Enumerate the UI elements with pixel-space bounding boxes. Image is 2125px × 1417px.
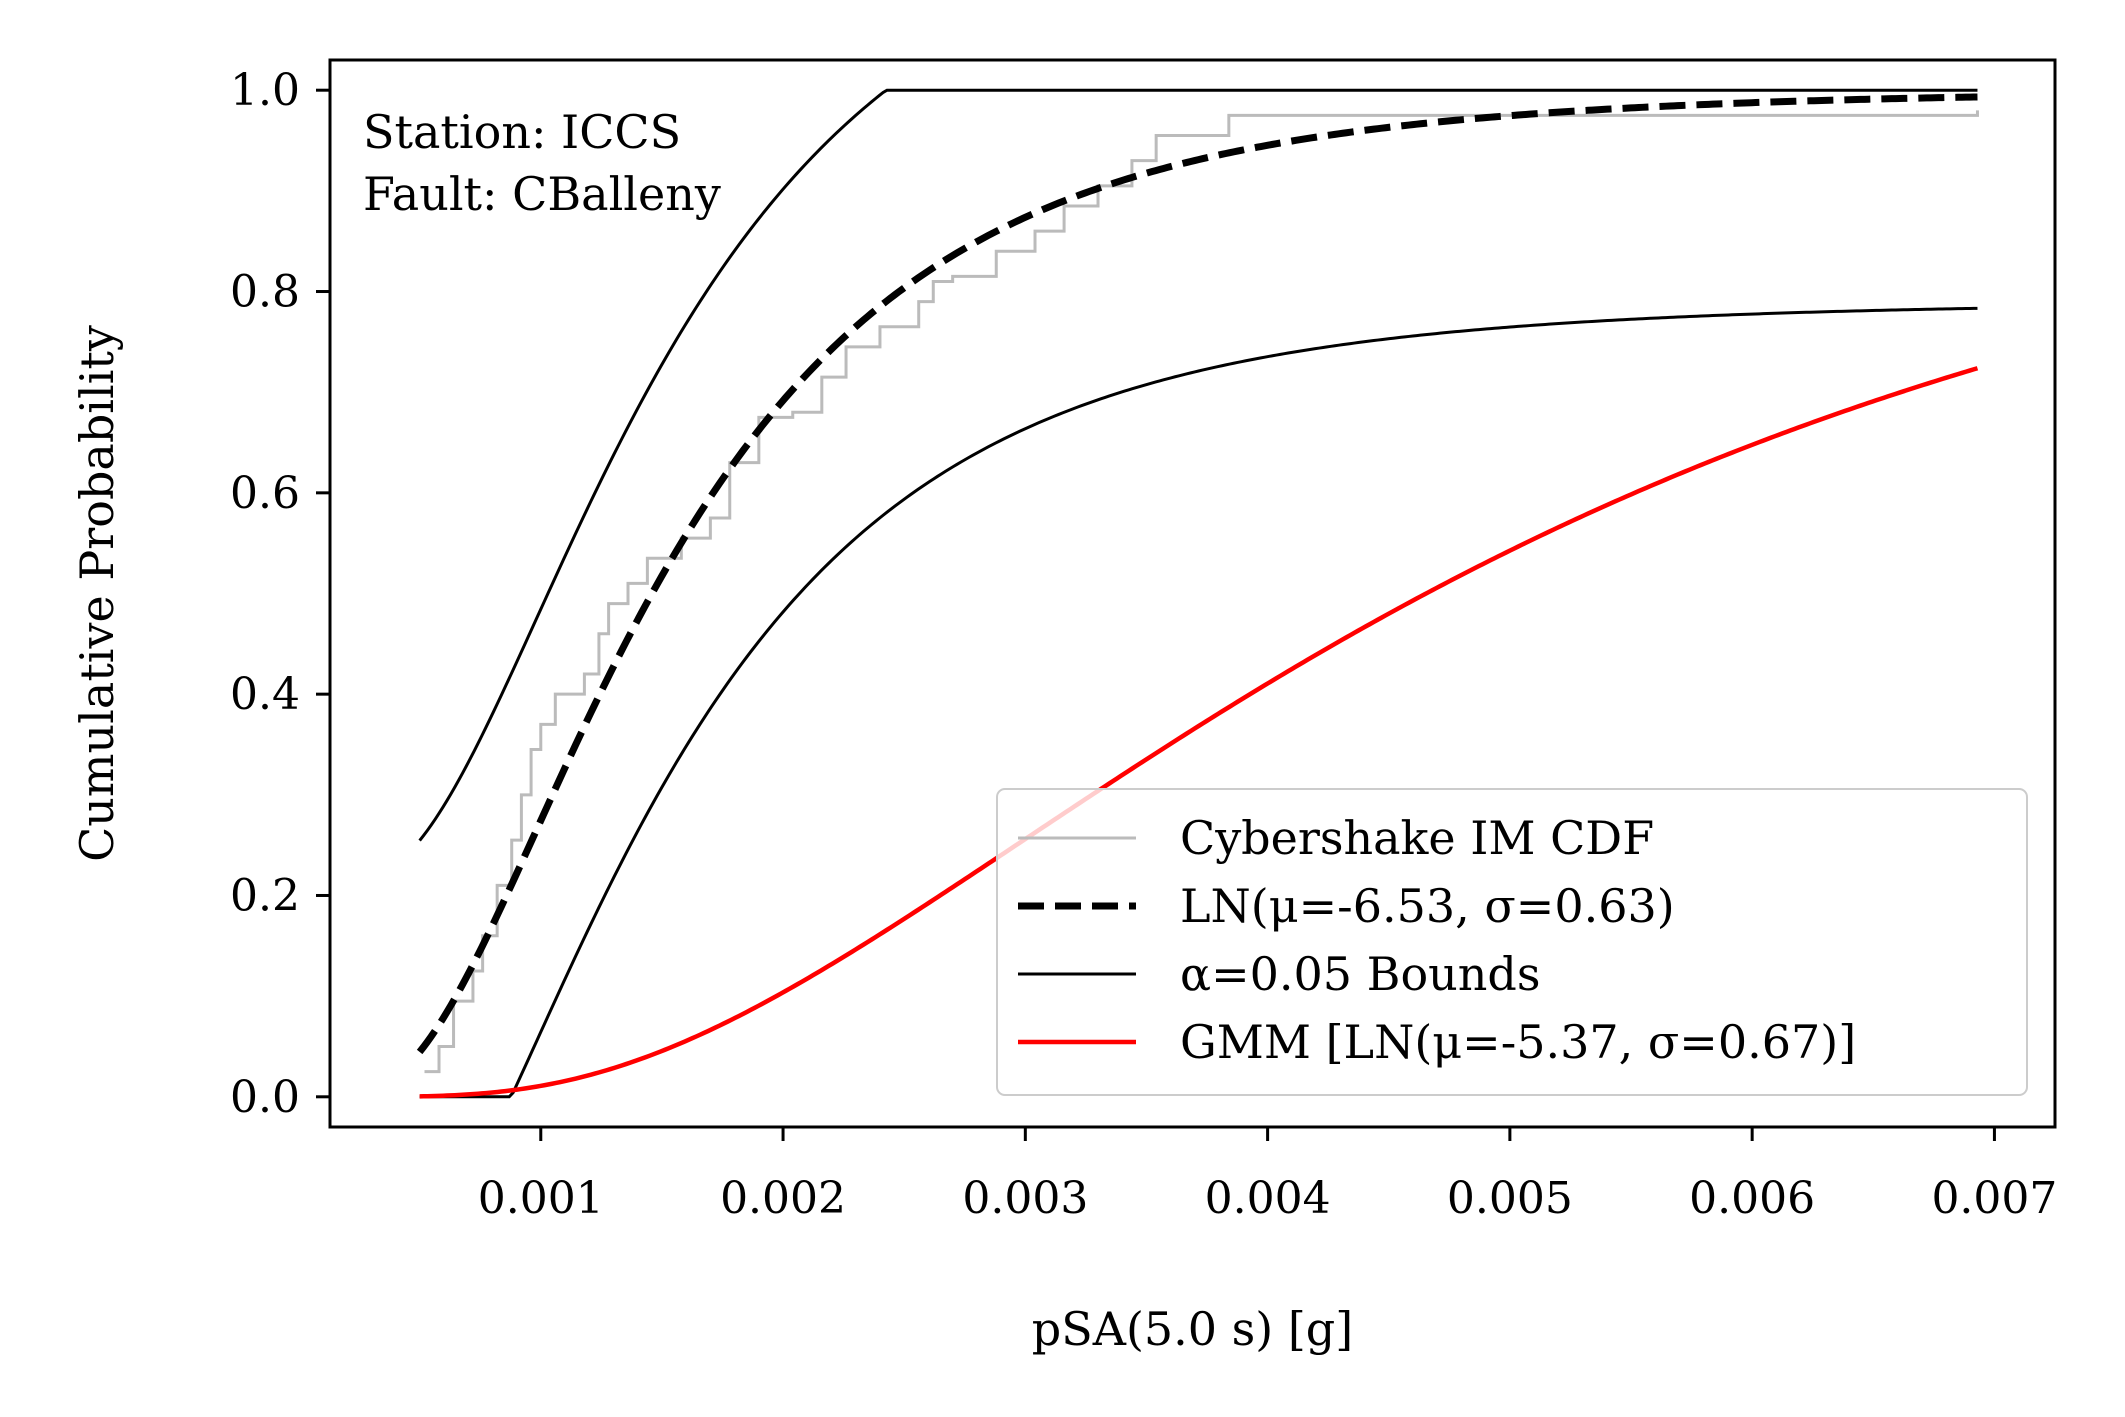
series-lower-bound — [419, 306, 1978, 1099]
y-tick-label: 0.6 — [230, 468, 300, 519]
y-tick-label: 0.2 — [230, 870, 300, 921]
x-tick-label: 0.005 — [1447, 1173, 1573, 1224]
legend-label-lognormal: LN(μ=-6.53, σ=0.63) — [1180, 879, 1675, 933]
x-axis-label: pSA(5.0 s) [g] — [1032, 1302, 1353, 1356]
plot-area — [416, 88, 1979, 1099]
station-annotation: Station: ICCS — [363, 105, 681, 159]
legend: Cybershake IM CDF LN(μ=-6.53, σ=0.63) α=… — [996, 788, 2028, 1096]
y-tick-label: 1.0 — [230, 65, 300, 116]
plot-frame — [328, 58, 2057, 1129]
y-axis: 0.0 0.2 0.4 0.6 0.8 1.0 — [230, 65, 330, 1123]
legend-label-cybershake: Cybershake IM CDF — [1180, 811, 1654, 865]
x-tick-label: 0.002 — [720, 1173, 846, 1224]
x-tick-label: 0.003 — [962, 1173, 1088, 1224]
x-tick-label: 0.007 — [1931, 1173, 2057, 1224]
series-cybershake-cdf — [424, 110, 1979, 1074]
x-tick-label: 0.006 — [1689, 1173, 1815, 1224]
y-tick-label: 0.0 — [230, 1072, 300, 1123]
legend-label-bounds: α=0.05 Bounds — [1180, 947, 1540, 1001]
series-upper-bound — [418, 88, 1978, 842]
y-axis-label: Cumulative Probability — [70, 325, 124, 862]
y-tick-label: 0.8 — [230, 267, 300, 318]
series-lognormal-fit — [416, 93, 1978, 1055]
series-gmm — [419, 366, 1979, 1099]
x-axis: 0.001 0.002 0.003 0.004 0.005 0.006 0.007 — [478, 1127, 2057, 1224]
legend-label-gmm: GMM [LN(μ=-5.37, σ=0.67)] — [1180, 1015, 1856, 1069]
y-tick-label: 0.4 — [230, 669, 300, 720]
x-tick-label: 0.001 — [478, 1173, 604, 1224]
x-tick-label: 0.004 — [1205, 1173, 1331, 1224]
legend-box — [996, 788, 2028, 1096]
fault-annotation: Fault: CBalleny — [363, 167, 721, 221]
